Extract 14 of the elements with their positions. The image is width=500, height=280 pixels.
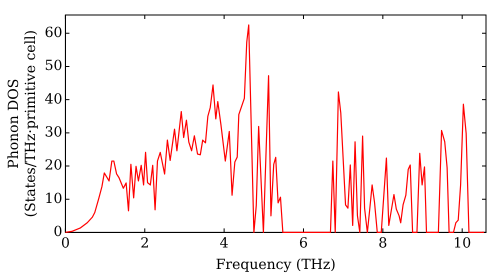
y-tick-label: 40 [44,91,62,108]
x-tick-label: 10 [453,235,472,252]
y-tick-label: 10 [44,190,62,207]
x-tick-label: 8 [378,235,388,252]
x-axis-title: Frequency (THz) [216,257,336,274]
y-tick-label: 30 [44,124,62,140]
x-tick-label: 4 [220,235,229,252]
y-tick-label: 20 [44,158,62,174]
y-tick-label: 0 [53,224,62,240]
y-axis-title: Phonon DOS (States/THz·primitive cell) [6,30,39,218]
x-tick-label: 2 [140,235,150,252]
y-tick-label: 50 [44,58,62,74]
x-tick-label: 6 [299,235,308,252]
y-tick-label: 60 [44,24,62,41]
